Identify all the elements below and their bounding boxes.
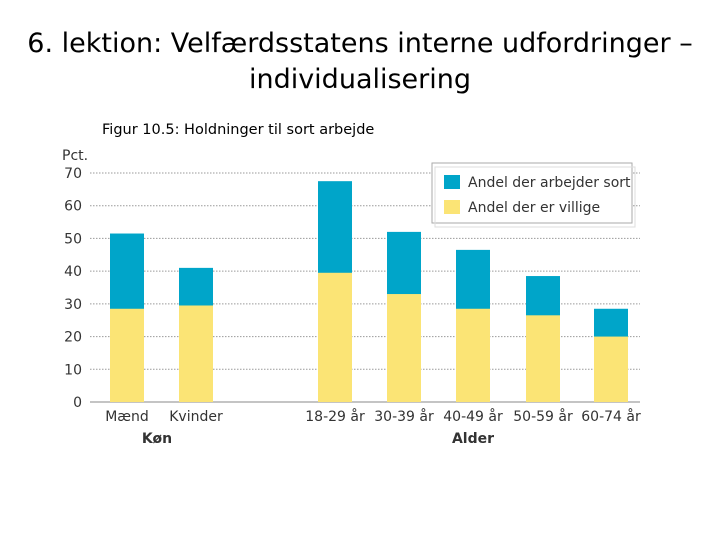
bar-villige <box>179 305 213 402</box>
legend-box <box>431 162 633 224</box>
legend-swatch <box>444 175 460 189</box>
bar-villige <box>526 315 560 402</box>
x-tick-label: 40-49 år <box>443 408 503 425</box>
y-tick-label: 10 <box>64 362 82 378</box>
x-tick-label: 18-29 år <box>305 408 365 425</box>
y-tick-label: 70 <box>64 166 82 182</box>
y-tick-label: 30 <box>64 297 82 313</box>
y-axis-label: Pct. <box>62 148 88 164</box>
x-tick-label: Kvinder <box>169 409 223 425</box>
y-tick-label: 0 <box>73 395 82 411</box>
x-tick-label: 50-59 år <box>513 408 573 425</box>
x-tick-label: 60-74 år <box>581 408 641 425</box>
y-tick-label: 20 <box>64 330 82 346</box>
legend-label: Andel der arbejder sort <box>468 175 631 191</box>
bar-villige <box>318 272 352 402</box>
legend-swatch <box>444 200 460 214</box>
group-label: Køn <box>142 431 172 447</box>
legend-shadow <box>434 166 636 228</box>
bar-villige <box>110 308 144 402</box>
x-tick-label: 30-39 år <box>374 408 434 425</box>
bar-villige <box>387 294 421 402</box>
bar-villige <box>594 336 628 402</box>
legend-label: Andel der er villige <box>468 200 600 216</box>
slide-title: 6. lektion: Velfærdsstatens interne udfo… <box>27 28 693 95</box>
group-label: Alder <box>452 431 494 447</box>
bar-villige <box>456 308 490 402</box>
y-tick-label: 40 <box>64 264 82 280</box>
figure-caption: Figur 10.5: Holdninger til sort arbejde <box>102 122 375 138</box>
x-tick-label: Mænd <box>105 409 149 425</box>
y-tick-label: 50 <box>64 231 82 247</box>
y-tick-label: 60 <box>64 199 82 215</box>
